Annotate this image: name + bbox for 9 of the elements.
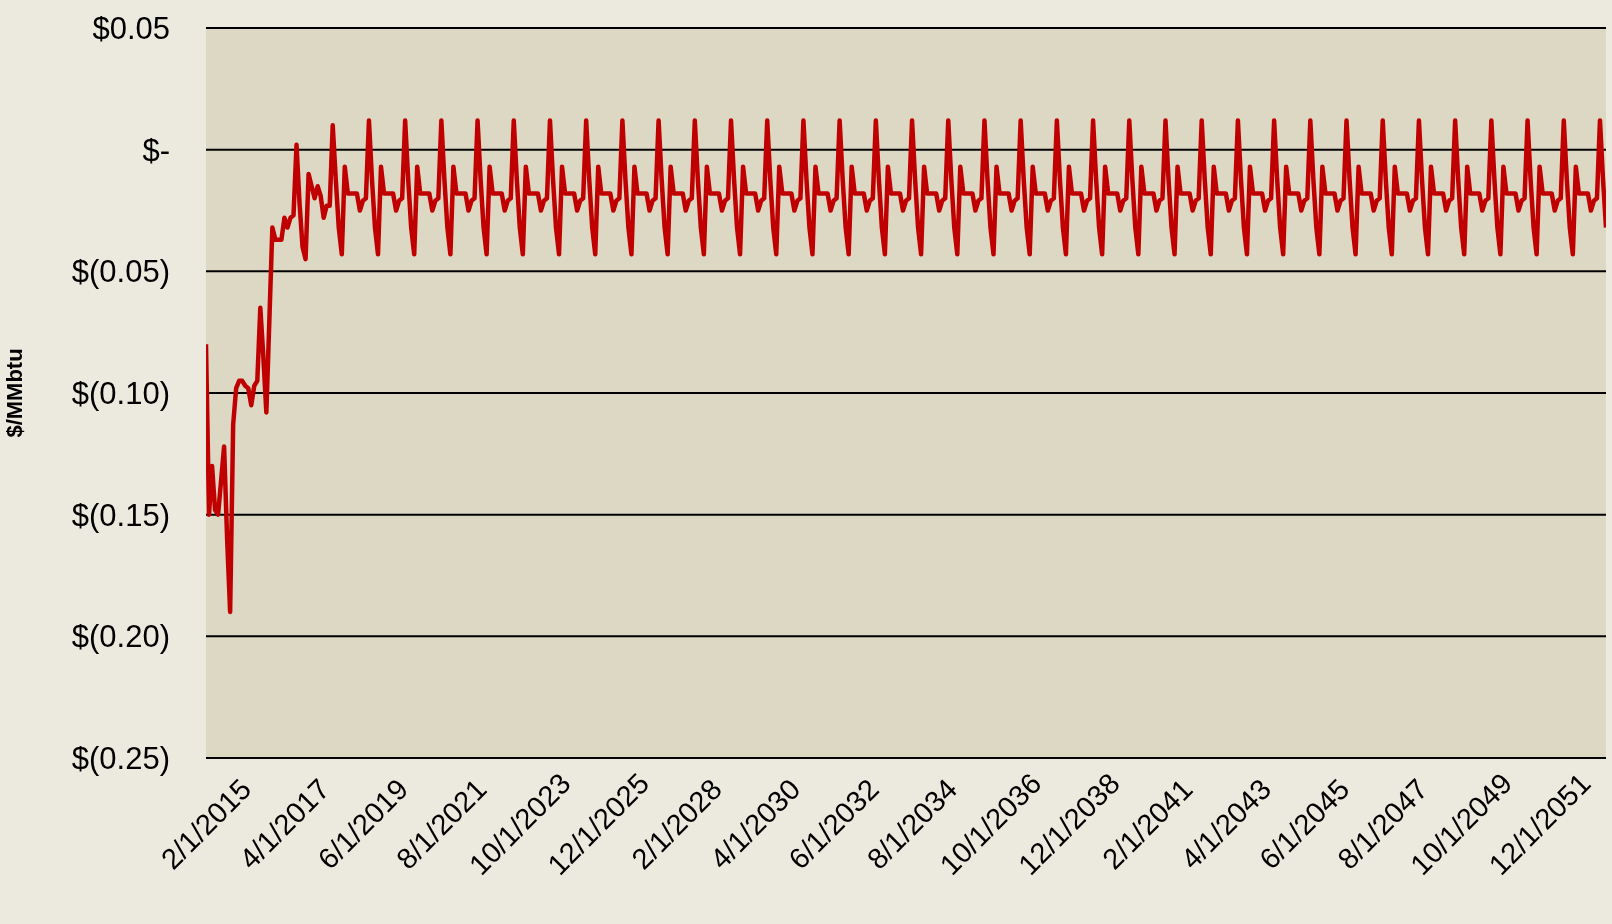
line-series [206,118,1606,615]
y-tick-label: $(0.05) [71,254,170,290]
y-tick-label: $(0.10) [71,376,170,412]
y-tick-label: $- [142,132,170,168]
y-tick-label: $(0.25) [71,741,170,777]
y-axis-title: $/MMbtu [1,348,27,438]
y-tick-label: $(0.20) [71,619,170,655]
y-tick-label: $(0.15) [71,497,170,533]
y-tick-label: $0.05 [92,11,170,47]
